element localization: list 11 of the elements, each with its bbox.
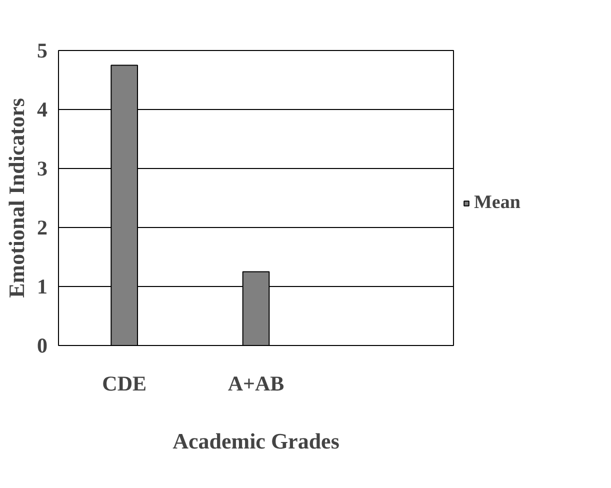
y-tick-label: 2 <box>37 216 48 240</box>
x-axis-title: Academic Grades <box>172 428 340 454</box>
y-tick-label: 4 <box>37 98 48 122</box>
legend-label: Mean <box>474 192 520 214</box>
y-tick-label: 5 <box>37 38 48 62</box>
y-tick-label: 0 <box>37 334 48 358</box>
y-axis-title: Emotional Indicators <box>4 98 29 298</box>
y-tick-label: 1 <box>37 274 48 298</box>
y-tick-label: 3 <box>37 156 48 180</box>
x-tick-label: A+AB <box>228 372 284 396</box>
x-tick-label: CDE <box>102 372 147 396</box>
